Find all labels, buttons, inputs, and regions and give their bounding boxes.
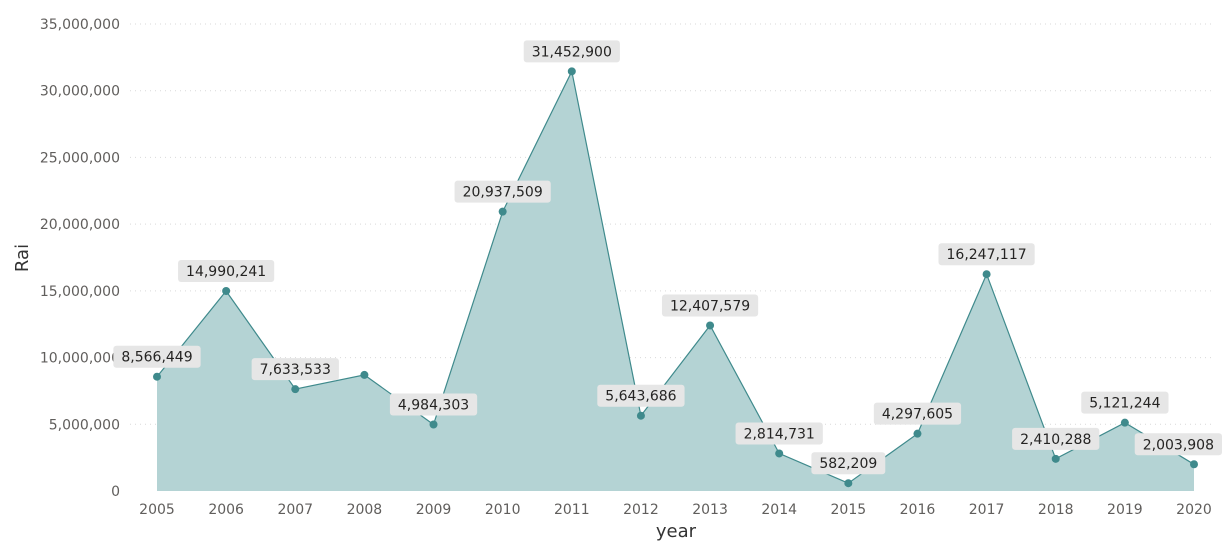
data-label: 12,407,579	[661, 294, 759, 317]
y-tick-label: 0	[111, 484, 120, 500]
x-tick-label: 2009	[416, 502, 452, 518]
data-label-text: 31,452,900	[532, 44, 612, 60]
x-tick-label: 2012	[623, 502, 659, 518]
y-tick-label: 25,000,000	[40, 150, 120, 166]
x-tick-label: 2018	[1038, 502, 1074, 518]
y-tick-label: 35,000,000	[40, 17, 120, 33]
data-label-text: 2,410,288	[1020, 432, 1091, 448]
data-label: 5,643,686	[597, 384, 685, 407]
data-label-background	[873, 402, 962, 425]
data-label-background	[811, 452, 886, 475]
data-label-background	[251, 358, 339, 381]
x-tick-label: 2010	[485, 502, 521, 518]
data-point	[498, 207, 507, 216]
data-point	[1120, 418, 1129, 427]
x-tick-label: 2011	[554, 502, 590, 518]
data-label-text: 16,247,117	[947, 247, 1027, 263]
data-point	[982, 270, 991, 279]
x-axis-title: year	[656, 521, 697, 542]
data-label: 14,990,241	[178, 259, 275, 282]
data-label-text: 2,814,731	[744, 426, 815, 442]
x-tick-label: 2013	[692, 502, 728, 518]
data-label-background	[454, 180, 551, 203]
data-label: 4,297,605	[873, 402, 962, 425]
data-point	[844, 479, 853, 488]
x-tick-label: 2020	[1176, 502, 1212, 518]
data-label: 31,452,900	[523, 40, 620, 63]
data-label-background	[597, 384, 685, 407]
data-point	[567, 67, 576, 76]
x-axis-ticks: 2005 2006 2007 2008 2009 2010 2011 2012 2013 2014…	[139, 502, 1212, 518]
data-label-background	[1012, 427, 1100, 450]
data-label: 7,633,533	[251, 358, 339, 381]
data-label-background	[178, 259, 275, 282]
data-label-background	[1081, 391, 1169, 414]
data-label-background	[523, 40, 620, 63]
data-label-text: 582,209	[819, 456, 877, 472]
y-tick-label: 5,000,000	[49, 417, 120, 433]
data-label: 2,814,731	[735, 422, 823, 445]
y-tick-label: 15,000,000	[40, 284, 120, 300]
x-tick-label: 2015	[831, 502, 867, 518]
data-label-background	[113, 345, 201, 368]
y-tick-label: 10,000,000	[40, 351, 120, 367]
data-label-text: 20,937,509	[463, 185, 543, 201]
data-point	[1190, 460, 1198, 469]
data-point	[636, 411, 645, 420]
data-label-text: 8,566,449	[121, 350, 192, 366]
data-label-background	[735, 422, 823, 445]
data-label-text: 5,121,244	[1089, 396, 1160, 412]
x-tick-label: 2016	[900, 502, 936, 518]
data-label-text: 7,633,533	[260, 362, 331, 378]
data-label-background	[389, 393, 478, 416]
x-tick-label: 2017	[969, 502, 1005, 518]
data-label-text: 12,407,579	[670, 298, 750, 314]
data-label-text: 5,643,686	[605, 389, 676, 405]
data-label-background	[1134, 433, 1222, 456]
data-label: 4,984,303	[389, 393, 478, 416]
data-label: 2,410,288	[1012, 427, 1100, 450]
data-markers	[153, 67, 1198, 488]
data-point	[913, 429, 922, 438]
data-label-background	[661, 294, 759, 317]
data-label-background	[938, 243, 1035, 266]
data-label: 16,247,117	[938, 243, 1035, 266]
data-label-text: 14,990,241	[186, 264, 266, 280]
data-label-text: 4,984,303	[398, 397, 469, 413]
series-line	[156, 69, 1195, 484]
data-label-text: 2,003,908	[1143, 437, 1214, 453]
data-point	[706, 321, 715, 330]
data-point	[222, 286, 231, 295]
data-label-text: 4,297,605	[882, 407, 953, 423]
y-tick-label: 30,000,000	[40, 84, 120, 100]
data-labels: 8,566,449 14,990,241 7,633,533 4,984,303 20,…	[113, 40, 1222, 475]
data-label: 8,566,449	[113, 345, 201, 368]
data-point	[360, 370, 369, 379]
data-label: 20,937,509	[454, 180, 551, 203]
y-tick-label: 20,000,000	[40, 217, 120, 233]
data-point	[291, 385, 300, 394]
data-point	[153, 372, 161, 381]
data-label: 2,003,908	[1134, 433, 1222, 456]
data-point	[1051, 454, 1060, 463]
data-label: 582,209	[811, 452, 886, 475]
x-tick-label: 2007	[277, 502, 313, 518]
data-label: 5,121,244	[1081, 391, 1169, 414]
x-tick-label: 2019	[1107, 502, 1143, 518]
data-point	[429, 420, 438, 429]
x-tick-label: 2014	[761, 502, 797, 518]
data-point	[775, 449, 784, 458]
y-axis-ticks: 0 5,000,000 10,000,000 15,000,000 20,000,000…	[40, 17, 120, 500]
x-tick-label: 2006	[208, 502, 244, 518]
x-tick-label: 2008	[347, 502, 383, 518]
x-tick-label: 2005	[139, 502, 175, 518]
y-axis-title: Rai	[12, 244, 33, 272]
